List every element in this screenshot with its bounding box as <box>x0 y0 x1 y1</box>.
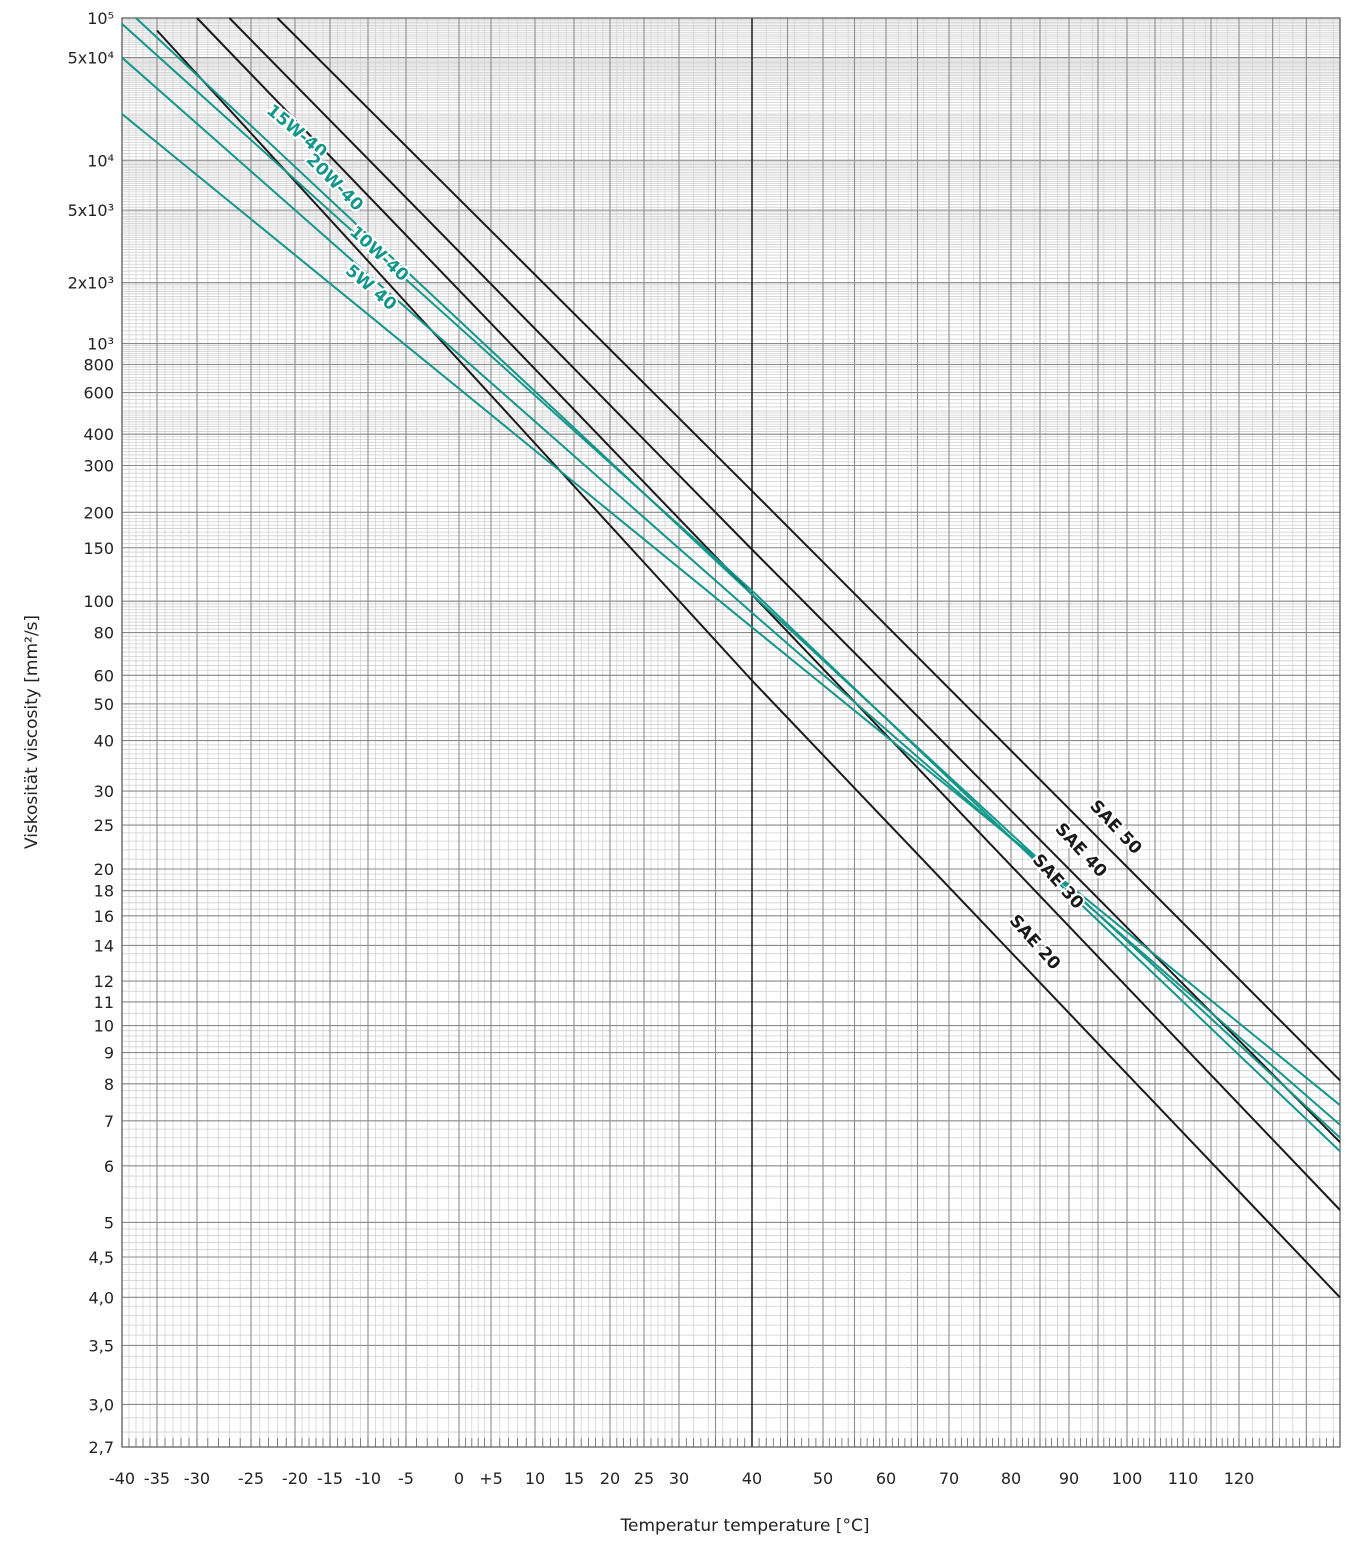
series-line-15w-40 <box>135 17 1341 1139</box>
x-tick-label: -5 <box>398 1469 414 1488</box>
x-tick-label: 30 <box>669 1469 689 1488</box>
y-tick-label: 4,0 <box>89 1288 114 1307</box>
y-tick-label: 30 <box>94 782 114 801</box>
x-tick-label: -10 <box>355 1469 381 1488</box>
x-tick-label: -30 <box>184 1469 210 1488</box>
y-tick-label: 150 <box>83 539 114 558</box>
x-tick-label: 20 <box>600 1469 620 1488</box>
x-tick-label: 80 <box>1001 1469 1021 1488</box>
y-tick-label: 12 <box>94 972 114 991</box>
series-line-5w-40 <box>121 113 1341 1106</box>
y-tick-label: 18 <box>94 882 114 901</box>
x-tick-label: 10 <box>525 1469 545 1488</box>
y-tick-label: 4,5 <box>89 1248 114 1267</box>
y-tick-label: 800 <box>83 356 114 375</box>
y-tick-label: 400 <box>83 425 114 444</box>
x-axis-title: Temperatur temperature [°C] <box>620 1516 870 1536</box>
y-tick-label: 100 <box>83 592 114 611</box>
minor-vertical-gridlines <box>121 18 1334 1447</box>
y-tick-label: 20 <box>94 860 114 879</box>
series-lines <box>121 17 1341 1299</box>
y-tick-label: 8 <box>104 1075 114 1094</box>
x-tick-label: 100 <box>1112 1469 1143 1488</box>
y-tick-label: 10⁴ <box>87 151 114 170</box>
series-line-sae-20 <box>156 29 1341 1299</box>
x-tick-label: -25 <box>238 1469 264 1488</box>
y-tick-label: 6 <box>104 1157 114 1176</box>
y-tick-label: 10⁵ <box>87 9 114 28</box>
y-tick-label: 10³ <box>87 335 114 354</box>
y-tick-label: 7 <box>104 1112 114 1131</box>
x-tick-label: +5 <box>479 1469 503 1488</box>
y-tick-label: 600 <box>83 384 114 403</box>
y-tick-label: 3,5 <box>89 1337 114 1356</box>
series-line-sae-40 <box>228 17 1341 1143</box>
y-tick-label: 9 <box>104 1044 114 1063</box>
y-tick-label: 2x10³ <box>68 274 114 293</box>
x-tick-label: 25 <box>634 1469 654 1488</box>
x-tick-label: 15 <box>564 1469 584 1488</box>
x-tick-label: -40 <box>109 1469 135 1488</box>
x-tick-label: -20 <box>282 1469 308 1488</box>
y-tick-label: 2,7 <box>89 1438 114 1457</box>
x-tick-label: -15 <box>317 1469 343 1488</box>
y-tick-label: 40 <box>94 732 114 751</box>
series-line-10w-40 <box>121 56 1341 1126</box>
y-tick-label: 25 <box>94 816 114 835</box>
x-tick-label: 50 <box>813 1469 833 1488</box>
y-tick-label: 5x10⁴ <box>68 49 114 68</box>
x-tick-label: 40 <box>742 1469 762 1488</box>
x-axis-tick-labels: -40 -35 -30 -25 -20 -15 -10 -5 0 +5 10 15 20 25 30 40 50… <box>109 1469 1254 1488</box>
y-tick-label: 5 <box>104 1214 114 1233</box>
y-tick-label: 5x10³ <box>68 201 114 220</box>
y-tick-label: 50 <box>94 695 114 714</box>
y-tick-label: 60 <box>94 666 114 685</box>
y-tick-label: 300 <box>83 457 114 476</box>
x-axis-minor-ticks <box>121 1438 1341 1447</box>
x-tick-label: 90 <box>1059 1469 1079 1488</box>
y-tick-label: 10 <box>94 1017 114 1036</box>
series-line-20w-40 <box>121 23 1341 1153</box>
y-tick-label: 80 <box>94 624 114 643</box>
x-tick-label: 120 <box>1224 1469 1255 1488</box>
y-tick-label: 14 <box>94 936 114 955</box>
y-tick-label: 11 <box>94 993 114 1012</box>
x-tick-label: 70 <box>939 1469 959 1488</box>
x-tick-label: -35 <box>144 1469 170 1488</box>
y-axis-title: Viskosität viscosity [mm²/s] <box>22 615 42 849</box>
y-tick-label: 200 <box>83 503 114 522</box>
plot-frame <box>121 17 1341 1448</box>
y-tick-label: 3,0 <box>89 1395 114 1414</box>
major-horizontal-gridlines <box>122 17 1340 1448</box>
y-tick-label: 16 <box>94 907 114 926</box>
x-tick-label: 0 <box>454 1469 464 1488</box>
y-axis-tick-labels: 10⁵ 5x10⁴ 10⁴ 5x10³ 2x10³ 10³ 800 600 400 300 200 1… <box>68 9 114 1457</box>
series-line-sae-50 <box>276 17 1341 1082</box>
minor-horizontal-gridlines <box>122 17 1340 1448</box>
x-tick-label: 110 <box>1168 1469 1199 1488</box>
x-tick-label: 60 <box>876 1469 896 1488</box>
